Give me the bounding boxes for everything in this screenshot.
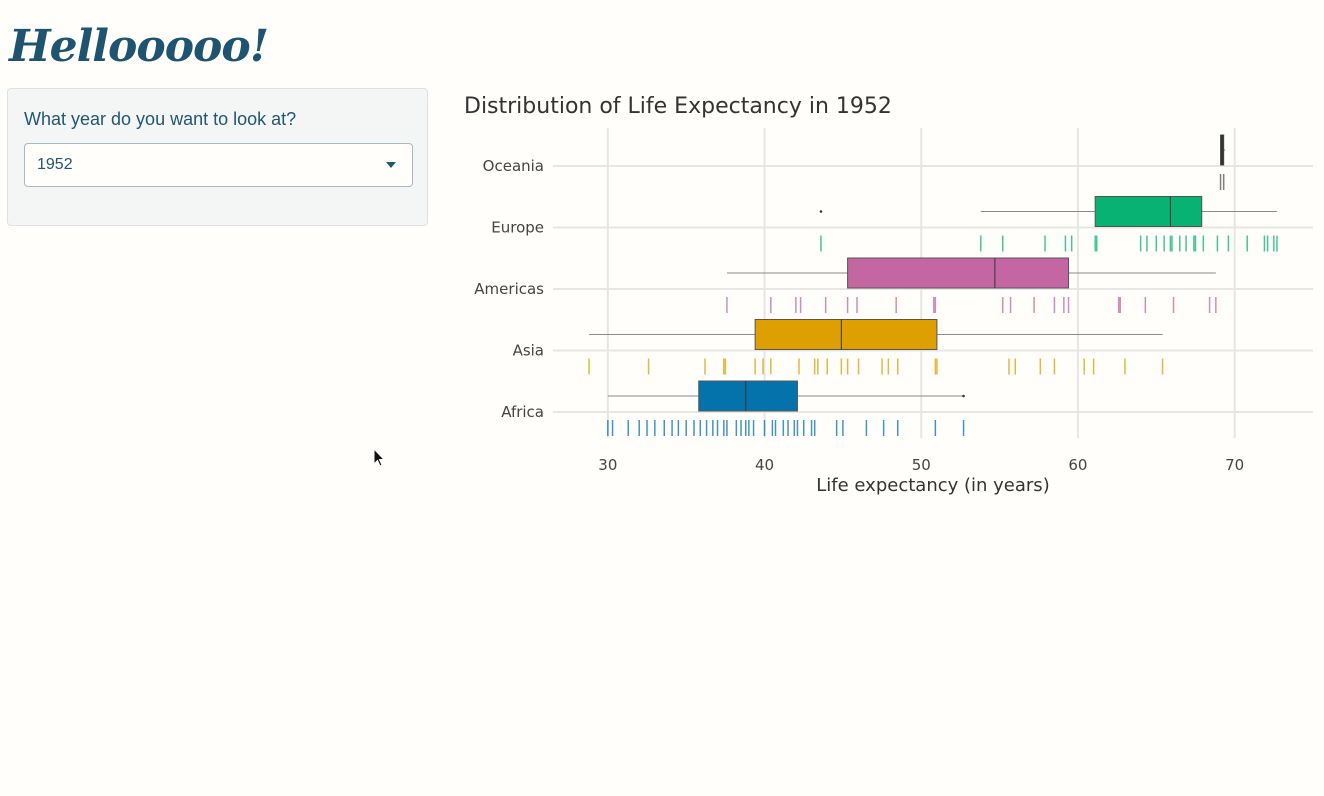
- outlier-point: [962, 394, 965, 398]
- series-africa: [607, 380, 965, 436]
- y-tick-label: Americas: [474, 280, 544, 298]
- chart-title: Distribution of Life Expectancy in 1952: [464, 94, 892, 119]
- mouse-cursor-icon: [373, 448, 386, 467]
- y-tick-label: Oceania: [483, 157, 544, 175]
- x-tick-label: 40: [755, 456, 774, 474]
- x-tick-label: 70: [1225, 456, 1244, 474]
- year-select-value: 1952: [37, 156, 73, 173]
- life-expectancy-chart: Distribution of Life Expectancy in 1952 …: [464, 94, 1313, 496]
- box: [847, 257, 1070, 289]
- series-americas: [726, 257, 1217, 313]
- year-select-label: What year do you want to look at?: [24, 109, 297, 129]
- series-europe: [819, 196, 1278, 252]
- series-oceania: [1219, 134, 1226, 190]
- app-title: Hellooooo!: [9, 21, 269, 72]
- chevron-down-icon: [386, 162, 396, 168]
- chart-grid: [553, 128, 1313, 438]
- sidebar-panel: What year do you want to look at? 1952: [7, 88, 428, 226]
- year-select[interactable]: 1952: [24, 143, 413, 187]
- x-tick-label: 60: [1068, 456, 1087, 474]
- x-axis-label: Life expectancy (in years): [816, 475, 1049, 496]
- outlier-point: [819, 210, 823, 213]
- chart-axes: 30 40 50 60 70 Oceania Europe Americas Asia Afric…: [474, 157, 1244, 474]
- y-tick-label: Europe: [491, 219, 544, 237]
- box: [754, 319, 938, 350]
- x-tick-label: 30: [598, 456, 617, 474]
- x-tick-label: 50: [912, 456, 931, 474]
- box: [698, 380, 798, 412]
- y-tick-label: Asia: [513, 342, 544, 360]
- y-tick-label: Africa: [501, 403, 544, 421]
- chart-plot-area: [588, 134, 1278, 436]
- box: [1094, 196, 1203, 227]
- series-asia: [588, 319, 1164, 375]
